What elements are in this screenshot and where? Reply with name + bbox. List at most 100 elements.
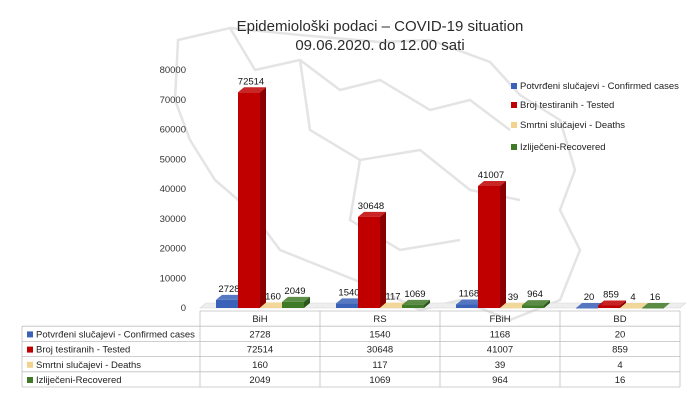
table-cell: 2728 bbox=[249, 329, 270, 340]
bar-top bbox=[576, 302, 604, 308]
bar-top bbox=[598, 300, 626, 306]
bar-Broj testiranih - Tested bbox=[478, 181, 506, 308]
bar-side bbox=[380, 211, 386, 308]
table-cell: 117 bbox=[372, 360, 387, 371]
bar-front bbox=[478, 186, 500, 308]
table-cell: 160 bbox=[252, 360, 268, 371]
bar-Broj testiranih - Tested bbox=[238, 87, 266, 309]
bar-top bbox=[336, 298, 364, 304]
table-cell: 859 bbox=[612, 345, 628, 356]
y-tick-label: 40000 bbox=[160, 184, 186, 195]
bar-front bbox=[402, 304, 424, 308]
data-label: 72514 bbox=[238, 76, 264, 87]
table-legend-swatch bbox=[27, 346, 33, 353]
data-label: 1069 bbox=[404, 289, 425, 300]
legend-label: Broj testiranih - Tested bbox=[520, 100, 614, 111]
data-label: 2049 bbox=[284, 286, 305, 297]
table-cell: 2049 bbox=[249, 375, 270, 386]
y-tick-label: 30000 bbox=[160, 214, 186, 225]
table-cell: 1168 bbox=[490, 329, 510, 340]
legend-label: Izliječeni-Recovered bbox=[520, 142, 606, 153]
table-legend-swatch bbox=[27, 331, 33, 338]
legend-swatch bbox=[511, 102, 517, 108]
bar-front bbox=[642, 307, 664, 309]
data-label: 41007 bbox=[478, 170, 504, 181]
bar-Izliječeni-Recovered bbox=[402, 299, 430, 308]
bar-top bbox=[282, 296, 310, 302]
table-cell: 4 bbox=[617, 360, 622, 371]
bar-front bbox=[456, 304, 478, 308]
bar-top bbox=[402, 299, 430, 305]
chart-subtitle: 09.06.2020. do 12.00 sati bbox=[295, 37, 464, 54]
legend-label: Potvrđeni slučajevi - Confirmed cases bbox=[520, 81, 679, 92]
bar-top bbox=[456, 299, 484, 305]
bar-Izliječeni-Recovered bbox=[282, 296, 310, 308]
data-label: 160 bbox=[265, 292, 281, 303]
data-label: 20 bbox=[584, 292, 595, 303]
table-cell: 20 bbox=[615, 329, 626, 340]
table-cell: 964 bbox=[492, 375, 508, 386]
chart-title: Epidemiološki podaci – COVID-19 situatio… bbox=[237, 18, 524, 35]
bar-front bbox=[576, 307, 598, 309]
y-tick-label: 50000 bbox=[160, 154, 186, 165]
bar-top bbox=[500, 302, 528, 308]
table-cell: 1540 bbox=[369, 329, 390, 340]
table-cell: 1069 bbox=[369, 375, 390, 386]
bar-top bbox=[478, 181, 506, 187]
bar-Izliječeni-Recovered bbox=[522, 300, 550, 308]
table-cell: 39 bbox=[495, 360, 506, 371]
y-tick-label: 10000 bbox=[160, 273, 186, 284]
bar-top bbox=[620, 302, 648, 308]
bar-side bbox=[304, 296, 310, 308]
data-label: 117 bbox=[385, 292, 400, 303]
data-label: 1540 bbox=[338, 287, 359, 298]
y-tick-label: 0 bbox=[181, 303, 186, 314]
bar-front bbox=[336, 303, 358, 308]
bar-top bbox=[260, 302, 288, 308]
y-axis: 0 10000 20000 30000 40000 50000 60000 70000 8000… bbox=[160, 65, 186, 314]
bar-Izliječeni-Recovered bbox=[642, 302, 670, 309]
bar-side bbox=[544, 300, 550, 308]
data-label: 4 bbox=[630, 292, 635, 303]
data-table: BiH RS FBiH BD Potvrđeni slučajevi - Confirm… bbox=[21, 310, 681, 388]
legend-swatch bbox=[511, 122, 517, 128]
bar-front bbox=[522, 305, 544, 308]
y-tick-label: 70000 bbox=[160, 95, 186, 106]
bar-Broj testiranih - Tested bbox=[358, 211, 386, 308]
bar-top bbox=[238, 87, 266, 93]
bar-top bbox=[522, 300, 550, 306]
table-legend-swatch bbox=[27, 377, 33, 383]
bar-side bbox=[500, 181, 506, 308]
data-label: 30648 bbox=[358, 201, 384, 212]
legend-label: Smrtni slučajevi - Deaths bbox=[520, 120, 625, 131]
bar-front bbox=[358, 216, 380, 308]
bar-side bbox=[620, 300, 626, 308]
table-cell: 30648 bbox=[367, 345, 393, 356]
table-header-cell: RS bbox=[373, 314, 386, 325]
table-row-label: Potvrđeni slučajevi - Confirmed cases bbox=[36, 329, 195, 340]
bar-front bbox=[282, 301, 304, 308]
data-label: 39 bbox=[508, 292, 519, 303]
data-label: 859 bbox=[603, 289, 619, 300]
legend: Potvrđeni slučajevi - Confirmed cases Bro… bbox=[511, 81, 679, 153]
data-label: 964 bbox=[527, 289, 543, 300]
bar-top bbox=[216, 294, 244, 300]
table-row-label: Izliječeni-Recovered bbox=[36, 375, 122, 386]
table-row-label: Broj testiranih - Tested bbox=[36, 345, 130, 356]
table-cell: 16 bbox=[615, 375, 626, 386]
y-tick-label: 60000 bbox=[160, 125, 186, 136]
table-row-label: Smrtni slučajevi - Deaths bbox=[36, 360, 141, 371]
data-label: 1168 bbox=[459, 289, 479, 300]
bar-front bbox=[598, 305, 620, 308]
bar-front bbox=[380, 307, 402, 309]
bar-top bbox=[358, 211, 386, 217]
bar-top bbox=[642, 302, 670, 308]
bar-top bbox=[380, 302, 408, 308]
y-tick-label: 20000 bbox=[160, 244, 186, 255]
bar-front bbox=[260, 307, 282, 309]
table-cell: 72514 bbox=[247, 345, 273, 356]
table-header-cell: BiH bbox=[252, 314, 267, 325]
legend-swatch bbox=[511, 83, 517, 89]
